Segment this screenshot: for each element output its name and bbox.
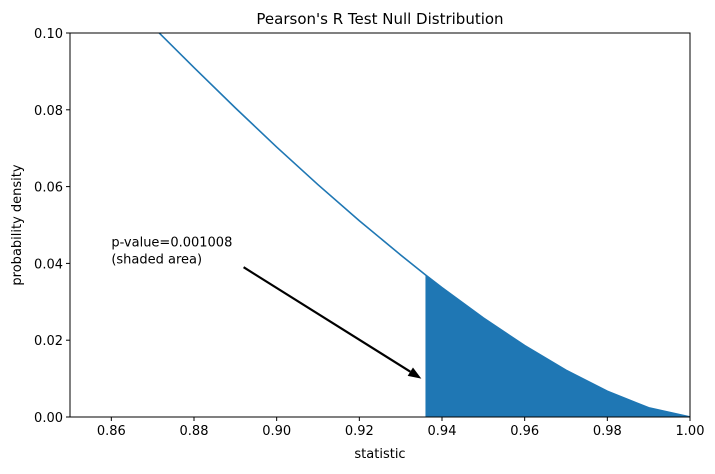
x-tick-label: 0.88 <box>180 424 209 439</box>
y-tick-label: 0.00 <box>34 411 63 426</box>
y-tick-label: 0.02 <box>34 334 63 349</box>
annotation-arrow-shaft <box>243 266 411 373</box>
x-tick-label: 0.90 <box>262 424 291 439</box>
y-tick-label: 0.10 <box>34 27 63 42</box>
y-tick-label: 0.08 <box>34 104 63 119</box>
x-tick-label: 0.92 <box>345 424 374 439</box>
y-tick-label: 0.06 <box>34 181 63 196</box>
x-tick-label: 0.94 <box>428 424 457 439</box>
x-tick-label: 0.96 <box>510 424 539 439</box>
y-axis-label: probability density <box>10 164 25 285</box>
y-tick-label: 0.04 <box>34 257 63 272</box>
chart-title: Pearson's R Test Null Distribution <box>256 10 503 28</box>
x-tick-label: 1.00 <box>676 424 705 439</box>
density-curve <box>158 33 690 417</box>
annotation-text-line: (shaded area) <box>111 252 202 267</box>
x-tick-label: 0.86 <box>97 424 126 439</box>
annotation-arrow-head <box>407 367 422 379</box>
annotation-text-line: p-value=0.001008 <box>111 235 232 250</box>
plot-frame <box>69 32 691 418</box>
x-tick-label: 0.98 <box>593 424 622 439</box>
shaded-p-value-area <box>425 274 690 417</box>
x-axis-label: statistic <box>354 447 405 462</box>
